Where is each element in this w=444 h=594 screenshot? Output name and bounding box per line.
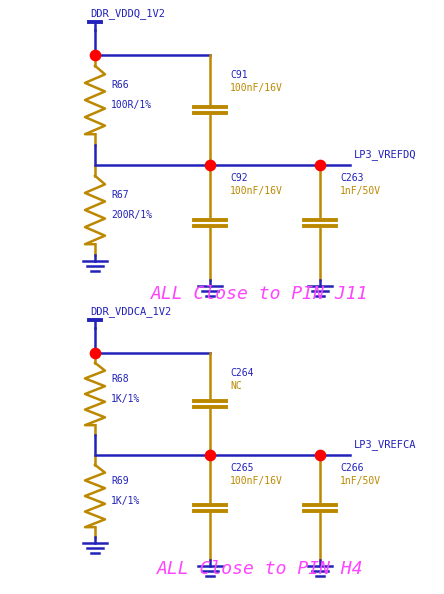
Text: R67: R67: [111, 190, 129, 200]
Text: 100nF/16V: 100nF/16V: [230, 83, 283, 93]
Text: 100nF/16V: 100nF/16V: [230, 186, 283, 196]
Point: [91, 50, 99, 60]
Text: R69: R69: [111, 476, 129, 486]
Text: R66: R66: [111, 80, 129, 90]
Text: NC: NC: [230, 381, 242, 391]
Text: LP3_VREFDQ: LP3_VREFDQ: [354, 149, 416, 160]
Text: 1K/1%: 1K/1%: [111, 496, 140, 506]
Text: ALL Close to PIN J11: ALL Close to PIN J11: [151, 285, 369, 303]
Text: DDR_VDDCA_1V2: DDR_VDDCA_1V2: [90, 306, 171, 317]
Text: LP3_VREFCA: LP3_VREFCA: [354, 439, 416, 450]
Point: [317, 450, 324, 460]
Text: 1K/1%: 1K/1%: [111, 394, 140, 404]
Text: C265: C265: [230, 463, 254, 473]
Text: 1nF/50V: 1nF/50V: [340, 186, 381, 196]
Text: C92: C92: [230, 173, 248, 183]
Point: [91, 348, 99, 358]
Text: 100R/1%: 100R/1%: [111, 100, 152, 110]
Text: ALL Close to PIN H4: ALL Close to PIN H4: [157, 560, 363, 578]
Text: C91: C91: [230, 70, 248, 80]
Text: C263: C263: [340, 173, 364, 183]
Text: 100nF/16V: 100nF/16V: [230, 476, 283, 486]
Text: DDR_VDDQ_1V2: DDR_VDDQ_1V2: [90, 8, 165, 19]
Text: R68: R68: [111, 374, 129, 384]
Point: [206, 160, 214, 170]
Text: 1nF/50V: 1nF/50V: [340, 476, 381, 486]
Point: [317, 160, 324, 170]
Text: 200R/1%: 200R/1%: [111, 210, 152, 220]
Text: C264: C264: [230, 368, 254, 378]
Point: [206, 450, 214, 460]
Text: C266: C266: [340, 463, 364, 473]
